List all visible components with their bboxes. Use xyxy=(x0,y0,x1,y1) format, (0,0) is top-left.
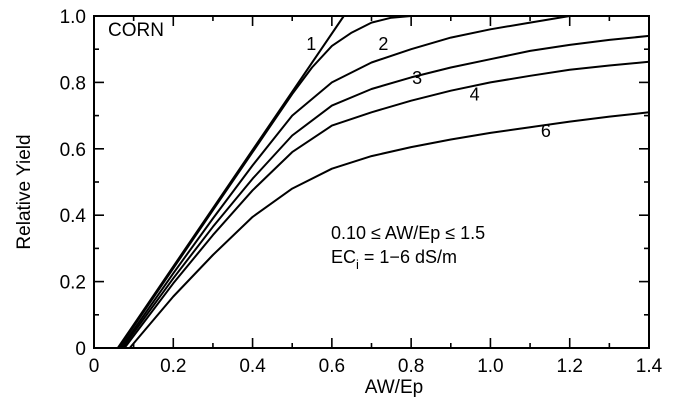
x-tick-label: 0 xyxy=(89,356,100,377)
chart-labels: 1 2 3 4 6 xyxy=(306,34,551,141)
y-tick-label: 0.4 xyxy=(60,206,87,227)
y-tick-label: 0.2 xyxy=(60,273,86,294)
annotation-ec-suffix: = 1−6 dS/m xyxy=(359,247,457,267)
curve-label-4: 4 xyxy=(470,85,480,105)
curve-label-6: 6 xyxy=(541,121,551,141)
y-tick-label: 0.6 xyxy=(60,140,86,161)
curve-label-1: 1 xyxy=(306,34,316,54)
y-axis-label: Relative Yield xyxy=(14,134,35,249)
x-tick-label: 0.2 xyxy=(160,356,186,377)
annotation-ec-subscript: i xyxy=(356,257,359,272)
curve-2 xyxy=(120,15,650,349)
curve-label-3: 3 xyxy=(412,68,422,88)
annotation-range: 0.10 ≤ AW/Ep ≤ 1.5 xyxy=(331,223,485,243)
axes: 0 0.2 0.4 0.6 0.8 1.0 1.2 1.4 0 0.2 0.4 0.6 0.8 1.0 xyxy=(60,7,663,377)
x-tick-label: 0.8 xyxy=(398,356,424,377)
curve-envelope xyxy=(116,15,650,349)
x-tick-label: 1.4 xyxy=(636,356,663,377)
x-tick-label: 0.6 xyxy=(319,356,345,377)
chart-title: CORN xyxy=(108,20,164,41)
curve-4 xyxy=(123,60,650,349)
x-tick-label: 1.2 xyxy=(557,356,583,377)
y-tick-label: 1.0 xyxy=(60,7,86,28)
x-tick-label: 0.4 xyxy=(239,356,266,377)
y-tick-label: 0.8 xyxy=(60,73,86,94)
plot-frame xyxy=(93,15,650,349)
curve-6 xyxy=(128,111,650,349)
x-tick-label: 1.0 xyxy=(477,356,503,377)
annotation-ec-prefix: EC xyxy=(331,247,356,267)
annotation-ec: ECi = 1−6 dS/m xyxy=(331,247,457,272)
curves xyxy=(116,15,650,349)
curve-3 xyxy=(121,34,650,349)
curve-1 xyxy=(118,15,650,349)
y-tick-label: 0 xyxy=(75,339,86,360)
x-axis-label: AW/Ep xyxy=(365,377,423,398)
curve-label-2: 2 xyxy=(378,34,388,54)
